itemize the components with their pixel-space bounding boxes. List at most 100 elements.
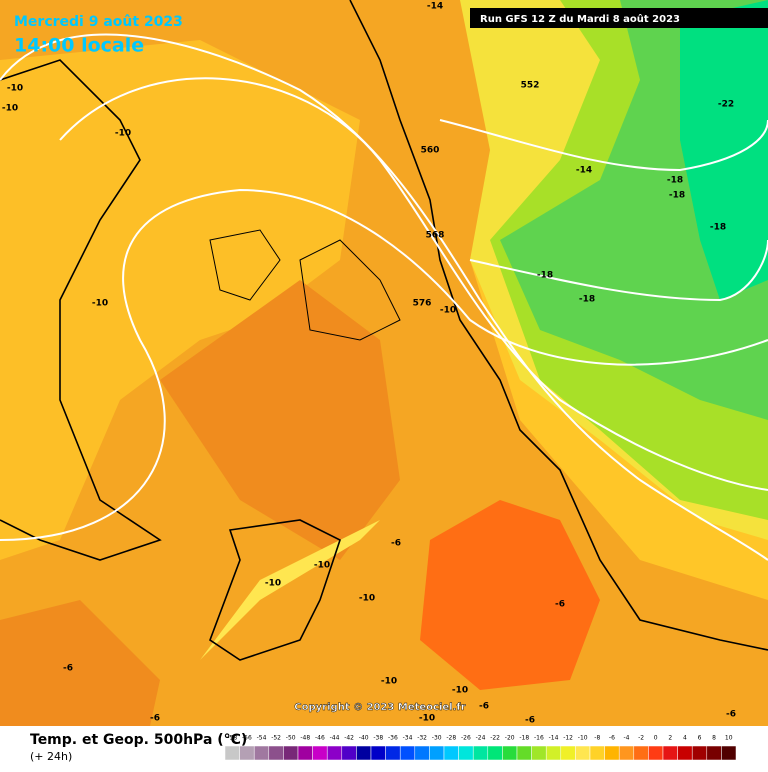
temp-label: -10 [115,129,131,139]
temp-label: -18 [669,191,685,201]
temp-label: -10 [381,677,397,687]
scale-label: -56 [242,735,252,742]
scale-label: -10 [578,735,588,742]
scale-swatch [370,745,386,761]
run-label: Run GFS 12 Z du Mardi 8 août 2023 [480,13,680,25]
scale-swatch [399,745,416,761]
scale-label: -4 [624,735,630,742]
scale-swatch [706,745,722,761]
temp-label: -6 [391,539,401,549]
scale-swatch [356,745,372,761]
scale-label: -16 [534,735,544,742]
contour-labels: 552 560 568 576 [413,81,540,309]
temp-label: -6 [479,702,489,712]
scale-swatch [677,745,693,761]
scale-label: 10 [725,735,733,742]
scale-label: -28 [446,735,456,742]
scale-swatch [414,745,430,761]
temp-label: -6 [150,714,160,724]
scale-label: -48 [300,735,310,742]
cold-core [680,0,768,300]
scale-label: -50 [286,735,296,742]
scale-label: -22 [490,735,500,742]
orange-zone [160,280,400,560]
scale-swatch [721,745,737,761]
temp-label: -6 [63,664,73,674]
scale-label: 2 [668,735,672,742]
run-banner [470,8,768,28]
scale-swatch [487,745,503,761]
scale-swatch [472,745,489,761]
scale-swatch [224,745,240,761]
geopotential-contours [0,33,768,561]
scale-label: 8 [712,735,716,742]
scale-label: -54 [257,735,267,742]
scale-label: -40 [359,735,369,742]
color-scale: -58 -56 -54 -52 -50 -48 -46 -44 -42 -40 -38 -36 -34-… [224,735,737,761]
scale-label: -6 [609,735,615,742]
temp-label: -6 [726,710,736,720]
hot-zone [420,500,600,690]
scale-label: -36 [388,735,398,742]
orange-zone-sw [0,600,160,726]
scale-swatch [618,745,635,761]
scale-swatch [312,745,328,761]
scale-swatch [545,745,562,761]
scale-swatch [297,745,313,761]
scale-swatch [502,745,518,761]
temp-label: -6 [555,600,565,610]
time-label: 14:00 locale [14,35,144,57]
scale-swatch [691,745,708,761]
contour-label: 552 [521,81,540,91]
contour-label: 568 [426,231,445,241]
temp-label: -10 [7,84,23,94]
temp-label: -14 [576,166,592,176]
scale-label: -20 [505,735,515,742]
coastlines [0,0,768,661]
temp-label: -6 [525,716,535,726]
date-label: Mercredi 9 août 2023 [14,14,183,30]
temp-label: -10 [452,686,468,696]
scale-swatch [458,745,474,761]
temp-label: -18 [710,223,726,233]
temp-label: -10 [359,594,375,604]
scale-swatch [341,745,357,761]
scale-swatch [575,745,591,761]
scale-label: -24 [476,735,486,742]
scale-swatch [429,745,445,761]
scale-label: -14 [549,735,559,742]
scale-swatch [385,745,401,761]
scale-swatch [662,745,678,761]
scale-label: -32 [417,735,427,742]
scale-label: -44 [330,735,340,742]
scale-label: -2 [638,735,644,742]
scale-swatch [589,745,605,761]
scale-label: 4 [683,735,687,742]
scale-swatch [531,745,547,761]
scale-label: -18 [519,735,529,742]
scale-swatch [604,745,620,761]
scale-label: -34 [403,735,413,742]
temp-label: -10 [419,714,435,724]
scale-label: -58 [227,735,237,742]
scale-label: -46 [315,735,325,742]
scale-swatch [648,745,664,761]
footer-lead: (+ 24h) [30,750,72,763]
temp-label: -10 [314,561,330,571]
scale-swatch [560,745,576,761]
temp-label: -14 [427,2,443,12]
copyright: Copyright © 2023 Meteociel.fr [294,702,465,713]
temp-label: -10 [92,299,108,309]
footer-title: Temp. et Geop. 500hPa (°C) [30,732,247,748]
scale-label: 0 [654,735,658,742]
scale-label: -8 [594,735,600,742]
scale-swatch [283,745,299,761]
temp-label: -10 [265,579,281,589]
contour-label: 576 [413,299,432,309]
scale-label: -30 [432,735,442,742]
temp-label: -18 [667,176,683,186]
scale-label: -42 [344,735,354,742]
temp-label: -18 [537,271,553,281]
scale-label: -12 [563,735,573,742]
